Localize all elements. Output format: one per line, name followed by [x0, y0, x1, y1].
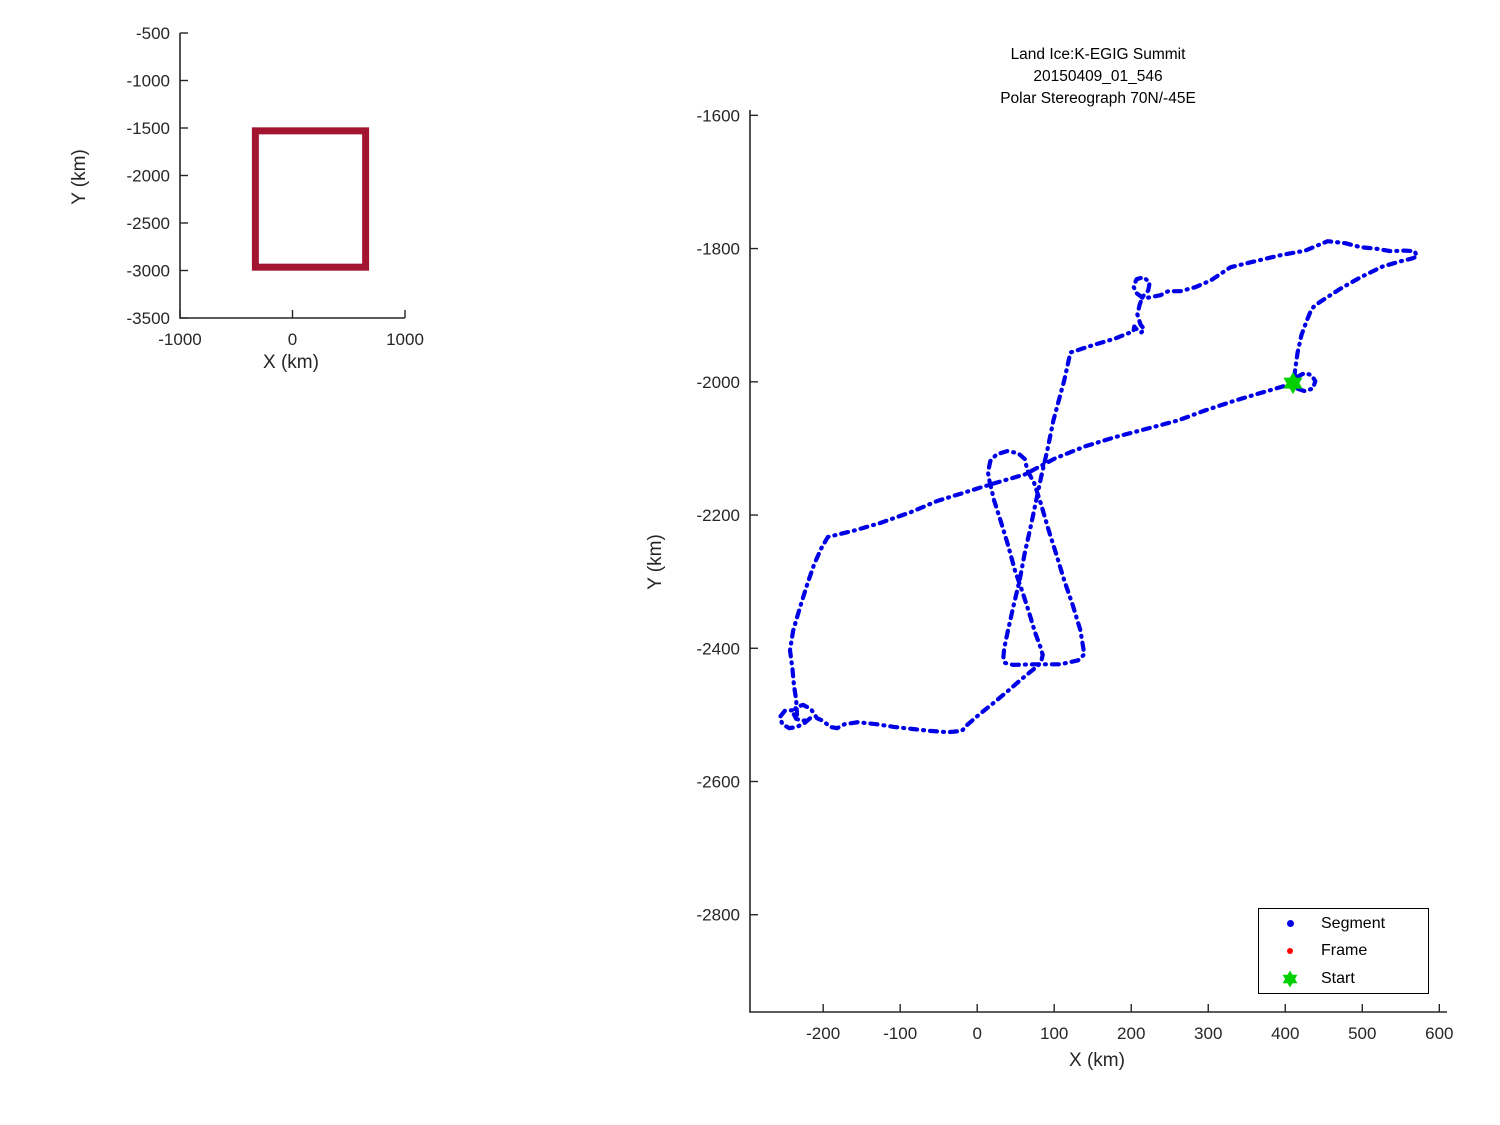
main-plot: -200 -100 0 100 200 300 400 500 600 -1600 -1800 -20…	[697, 106, 1454, 1043]
main-plot-x-tick-label: 200	[1117, 1024, 1145, 1043]
overview-plot-x-tick-label: 1000	[386, 330, 424, 349]
main-plot-x-tick-label: 300	[1194, 1024, 1222, 1043]
legend-label-start: Start	[1321, 969, 1355, 987]
legend-label-segment: Segment	[1321, 914, 1386, 932]
overview-plot-y-tick-label: -3000	[127, 262, 170, 281]
overview-plot-x-tick-label: -1000	[158, 330, 201, 349]
main-y-axis-label: Y (km)	[645, 534, 666, 590]
legend-row-segment: Segment	[1259, 911, 1428, 937]
overview-plot: -1000 0 1000 -500 -1000 -1500 -2000 -2500 -3000 -…	[127, 24, 424, 349]
main-plot-x-tick-label: 0	[972, 1024, 981, 1043]
main-plot-y-tick-label: -2400	[697, 639, 740, 658]
frame-dot-icon	[1259, 948, 1321, 954]
main-plot-y-tick-label: -2000	[697, 373, 740, 392]
main-plot-x-tick-label: 400	[1271, 1024, 1299, 1043]
coverage-outline-rect	[251, 127, 370, 271]
legend-row-frame: Frame	[1259, 938, 1428, 964]
overview-x-axis-label: X (km)	[263, 352, 319, 373]
overview-plot-x-tick-label: 0	[288, 330, 297, 349]
flight-track-path	[777, 239, 1420, 735]
overview-plot-y-tick-label: -2500	[127, 214, 170, 233]
overview-plot-y-tick-label: -500	[136, 24, 170, 43]
main-plot-x-tick-label: -200	[806, 1024, 840, 1043]
legend-label-frame: Frame	[1321, 942, 1368, 959]
main-plot-y-tick-label: -1600	[697, 106, 740, 125]
title-line-1: Land Ice:K-EGIG Summit	[1010, 46, 1186, 63]
start-hexagram-icon	[1259, 969, 1321, 989]
main-plot-title: Land Ice:K-EGIG Summit 20150409_01_546 P…	[947, 44, 1249, 110]
main-plot-x-tick-label: 600	[1425, 1024, 1453, 1043]
segment-dot-icon	[1259, 920, 1321, 927]
main-plot-y-tick-label: -2200	[697, 506, 740, 525]
legend-start-hexagram	[1282, 970, 1298, 987]
overview-plot-y-tick-label: -3500	[127, 309, 170, 328]
main-plot-x-tick-label: 500	[1348, 1024, 1376, 1043]
title-line-3: Polar Stereograph 70N/-45E	[1000, 90, 1196, 107]
legend-row-start: Start	[1259, 966, 1428, 992]
main-plot-x-tick-label: 100	[1040, 1024, 1068, 1043]
main-plot-y-tick-label: -2600	[697, 773, 740, 792]
title-line-2: 20150409_01_546	[1033, 68, 1163, 85]
overview-plot-y-tick-label: -1000	[127, 72, 170, 91]
main-plot-x-tick-label: -100	[883, 1024, 917, 1043]
overview-y-axis-label: Y (km)	[69, 149, 90, 205]
main-x-axis-label: X (km)	[1069, 1050, 1125, 1071]
overview-plot-y-tick-label: -1500	[127, 119, 170, 138]
start-marker	[1283, 372, 1303, 395]
legend-box: Segment Frame Start	[1258, 908, 1429, 994]
main-plot-y-tick-label: -1800	[697, 240, 740, 259]
overview-plot-y-tick-label: -2000	[127, 167, 170, 186]
main-plot-y-tick-label: -2800	[697, 906, 740, 925]
